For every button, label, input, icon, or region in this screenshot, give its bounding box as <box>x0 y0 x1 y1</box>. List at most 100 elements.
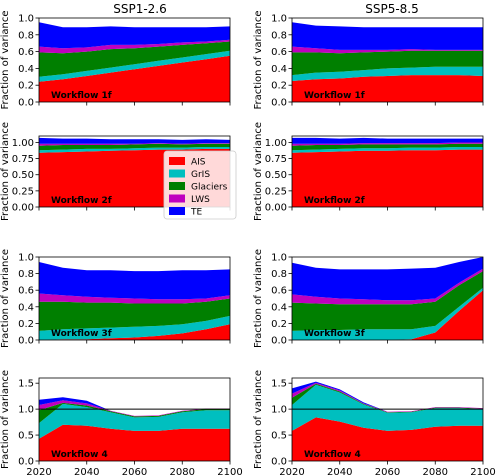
y-tick-label: 0.50 <box>265 170 287 181</box>
panel-1: 0.0 0.2 0.4 0.6 0.8 1.0 Fraction of variance Wo… <box>0 11 231 109</box>
area-glaciers <box>292 143 483 151</box>
legend-label-lws: LWS <box>191 195 210 205</box>
legend-swatch-glaciers <box>169 182 185 190</box>
area-gris <box>292 384 483 431</box>
area-ais <box>292 149 483 207</box>
panel-6: 0.0 0.2 0.4 0.6 0.8 1.0 Fraction of variance Wo… <box>253 249 484 348</box>
y-tick-label: 0.75 <box>265 154 287 165</box>
area-ais <box>39 55 230 102</box>
y-tick-label: 0.0 <box>271 336 287 347</box>
x-tick-label: 2020 <box>26 467 51 476</box>
y-tick-label: 0.6 <box>271 286 287 297</box>
area-te <box>292 257 483 301</box>
y-tick-label: 0.4 <box>271 302 287 313</box>
area-te <box>39 397 230 416</box>
area-glaciers <box>39 41 230 77</box>
legend-label-gris: GrIS <box>191 170 210 180</box>
legend-swatch-ais <box>169 157 185 165</box>
area-te <box>39 22 230 49</box>
workflow-label: Workflow 4 <box>304 450 361 460</box>
workflow-label: Workflow 3f <box>304 329 365 339</box>
legend-label-te: TE <box>190 208 202 218</box>
area-ais <box>39 324 230 340</box>
legend: AIS GrIS Glaciers LWS TE <box>163 150 237 220</box>
y-tick-label: 1.0 <box>271 14 287 25</box>
area-glaciers <box>39 402 230 424</box>
area-glaciers <box>39 143 230 151</box>
y-tick-label: 0.8 <box>18 269 34 280</box>
area-ais <box>39 424 230 461</box>
legend-label-glaciers: Glaciers <box>191 183 228 193</box>
y-tick-label: 0.0 <box>271 98 287 109</box>
area-te <box>292 22 483 50</box>
area-ais <box>292 75 483 102</box>
y-axis-label: Fraction of variance <box>253 370 264 469</box>
y-tick-label: 0.6 <box>271 47 287 58</box>
area-glaciers <box>292 383 483 413</box>
x-tick-label: 2060 <box>375 467 400 476</box>
area-lws <box>292 268 483 305</box>
area-lws <box>39 400 230 417</box>
y-tick-label: 1.0 <box>18 14 34 25</box>
workflow-label: Workflow 4 <box>51 450 108 460</box>
y-tick-label: 0.5 <box>18 431 34 442</box>
x-tick-label: 2040 <box>74 467 99 476</box>
y-tick-label: 1.0 <box>18 253 34 264</box>
y-tick-label: 1.00 <box>265 138 287 149</box>
y-axis-label: Fraction of variance <box>253 11 264 110</box>
area-gris <box>292 147 483 153</box>
area-lws <box>39 143 230 146</box>
column-title-ssp126: SSP1-2.6 <box>113 2 167 16</box>
area-glaciers <box>39 298 230 331</box>
y-tick-label: 0.0 <box>18 336 34 347</box>
workflow-label: Workflow 1f <box>51 91 112 101</box>
legend-swatch-gris <box>169 169 185 178</box>
area-ais <box>292 417 483 461</box>
x-tick-label: 2100 <box>470 467 495 476</box>
y-tick-label: 1.5 <box>18 379 34 390</box>
y-tick-label: 0.00 <box>265 203 287 214</box>
area-lws <box>39 39 230 54</box>
y-tick-label: 0.8 <box>271 30 287 41</box>
y-axis-label: Fraction of variance <box>253 249 264 348</box>
panels-group: 0.0 0.2 0.4 0.6 0.8 1.0 Fraction of variance Wo… <box>0 11 496 476</box>
y-tick-label: 0.8 <box>271 269 287 280</box>
area-gris <box>39 50 230 82</box>
x-tick-label: 2020 <box>279 467 304 476</box>
area-gris <box>292 66 483 81</box>
area-ais <box>292 290 483 340</box>
area-glaciers <box>292 271 483 331</box>
area-gris <box>292 287 483 340</box>
legend-swatch-lws <box>169 194 185 203</box>
y-tick-label: 0.6 <box>18 286 34 297</box>
y-tick-label: 0.75 <box>12 154 34 165</box>
area-te <box>39 262 230 300</box>
x-tick-label: 2080 <box>423 467 448 476</box>
y-tick-label: 0.5 <box>271 431 287 442</box>
y-tick-label: 0.2 <box>18 319 34 330</box>
area-glaciers <box>292 50 483 76</box>
y-tick-label: 0.25 <box>12 186 34 197</box>
area-lws <box>292 142 483 146</box>
area-lws <box>292 46 483 54</box>
panel-8: 2020 2040 2060 2080 2100 0.0 0.5 1.0 1.5 Fraction… <box>253 370 496 476</box>
y-tick-label: 0.8 <box>18 30 34 41</box>
x-tick-label: 2040 <box>327 467 352 476</box>
x-tick-label: 2060 <box>122 467 147 476</box>
area-lws <box>292 382 483 413</box>
area-te <box>292 137 483 144</box>
y-tick-label: 0.2 <box>18 81 34 92</box>
panel-7: 2020 2040 2060 2080 2100 0.0 0.5 1.0 1.5 Fraction… <box>0 370 243 476</box>
y-axis-label: Fraction of variance <box>0 122 11 221</box>
area-gris <box>39 147 230 153</box>
y-tick-label: 0.0 <box>271 457 287 468</box>
area-gris <box>39 315 230 340</box>
y-tick-label: 0.6 <box>18 47 34 58</box>
y-axis-label: Fraction of variance <box>0 249 11 348</box>
panel-5: 0.0 0.2 0.4 0.6 0.8 1.0 Fraction of variance Wo… <box>0 249 231 348</box>
y-tick-label: 0.2 <box>271 319 287 330</box>
area-te <box>292 381 483 412</box>
y-tick-label: 1.0 <box>18 405 34 416</box>
